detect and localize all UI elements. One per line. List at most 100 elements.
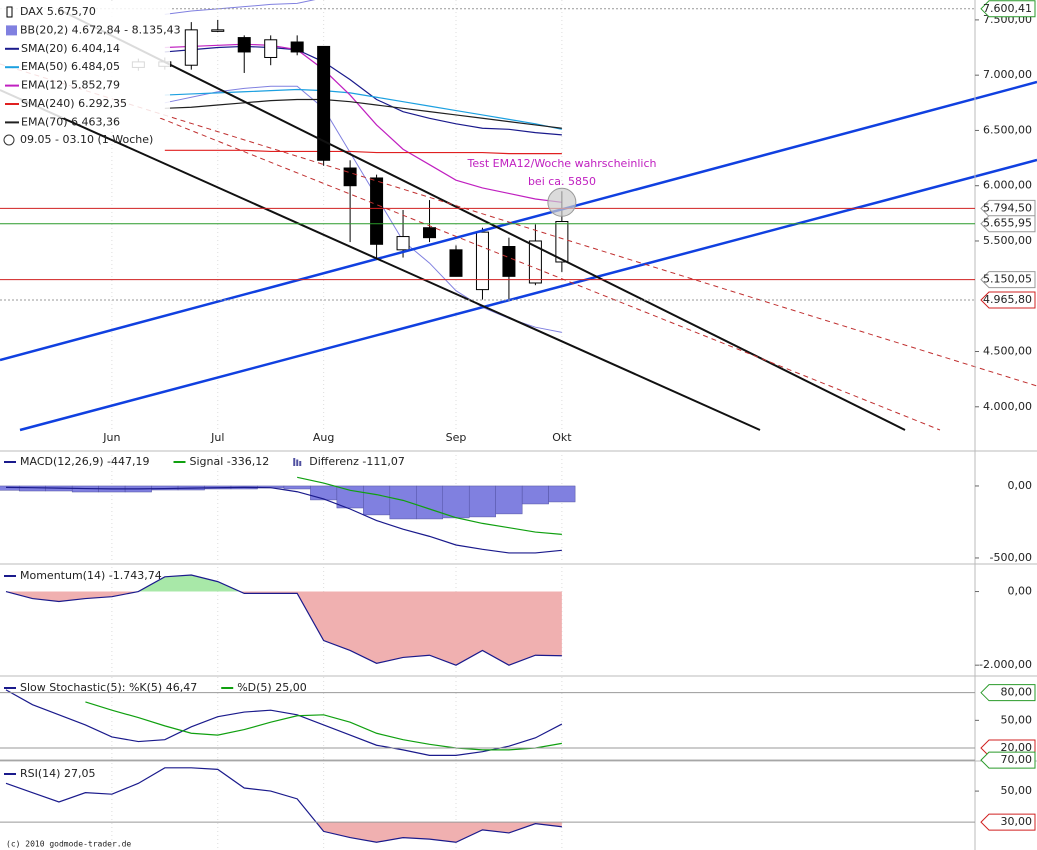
bar: [310, 485, 338, 501]
y-tick-label: 50,00: [1001, 784, 1033, 797]
level-label: 5.150,05: [983, 273, 1032, 286]
candle-body: [211, 29, 225, 32]
candle-body: [555, 221, 569, 263]
candle-body: [317, 45, 331, 161]
level-box: [980, 199, 1036, 217]
series-line: [5, 486, 562, 554]
series-line: [164, 149, 562, 155]
legend-bg: [0, 2, 170, 118]
bar: [442, 485, 470, 519]
panel: [0, 455, 576, 563]
level-box: [980, 271, 1036, 289]
y-tick-label: 7.000,00: [983, 68, 1032, 81]
legend-label: DAX 5.675,70: [20, 5, 96, 18]
x-tick-label: Aug: [313, 431, 334, 444]
y-tick-label: 6.000,00: [983, 179, 1032, 192]
candle-body: [475, 231, 489, 291]
level-box: [980, 291, 1036, 309]
y-tick-label: 0,00: [1008, 585, 1033, 598]
legend-icon: [6, 25, 17, 36]
candle-body: [423, 227, 437, 239]
bar: [468, 485, 496, 518]
y-tick-label: 4.000,00: [983, 400, 1032, 413]
legend-label: Momentum(14) -1.743,74: [20, 569, 162, 582]
area-fill: [6, 591, 562, 666]
y-tick-label: -500,00: [990, 551, 1032, 564]
y-tick-label: 0,00: [1008, 479, 1033, 492]
legend-label: %D(5) 25,00: [237, 681, 307, 694]
bar: [521, 485, 549, 505]
legend-label: EMA(50) 6.484,05: [21, 60, 120, 73]
x-tick-label: Okt: [552, 431, 572, 444]
candle-body: [184, 29, 198, 66]
panel: [5, 759, 563, 850]
clock-icon: [3, 134, 15, 146]
bar: [0, 485, 20, 491]
bar: [416, 485, 444, 520]
x-tick-label: Jul: [210, 431, 224, 444]
bar: [389, 485, 417, 520]
trendline: [19, 158, 1037, 432]
series-line: [164, 43, 562, 203]
bar: [18, 485, 46, 492]
annotation-target: [547, 187, 577, 217]
legend-icon: [296, 459, 299, 466]
trendline: [59, 9, 906, 431]
legend-icon: [6, 6, 13, 18]
y-tick-label: 4.500,00: [983, 345, 1032, 358]
legend-label: EMA(70) 6.463,36: [21, 115, 120, 128]
series-line: [164, 0, 316, 15]
series-line: [5, 689, 563, 756]
candle-body: [237, 37, 251, 53]
legend-label: Differenz -111,07: [309, 455, 405, 468]
level-box: [980, 813, 1036, 831]
candle-body: [528, 240, 542, 284]
candle-body: [343, 167, 357, 187]
panel: [111, 0, 569, 430]
legend-label: EMA(12) 5.852,79: [21, 79, 120, 92]
x-tick-label: Sep: [446, 431, 467, 444]
y-tick-label: 6.500,00: [983, 123, 1032, 136]
series-line: [5, 767, 562, 843]
bar: [363, 485, 391, 516]
series-line: [85, 701, 562, 751]
legend-label: SMA(240) 6.292,35: [21, 97, 127, 110]
level-box: [980, 215, 1036, 233]
series-line: [164, 98, 562, 129]
level-label: 70,00: [1001, 753, 1033, 766]
level-label: 80,00: [1001, 686, 1033, 699]
level-label: 30,00: [1001, 815, 1033, 828]
trendlines: [0, 9, 1037, 432]
x-tick-label: Jun: [102, 431, 120, 444]
series-line: [164, 45, 562, 136]
level-label: 4.965,80: [983, 293, 1032, 306]
bar: [336, 485, 364, 509]
candle-body: [502, 246, 516, 277]
area-fill: [6, 822, 562, 843]
legend-label: Signal -336,12: [190, 455, 270, 468]
series-line: [297, 476, 562, 535]
level-label: 20,00: [1001, 741, 1033, 754]
trendline: [0, 89, 761, 431]
annotation-text: bei ca. 5850: [528, 175, 596, 188]
legend-icon: [299, 461, 302, 466]
series-line: [164, 85, 562, 333]
panel: [5, 677, 563, 760]
level-box: [980, 684, 1036, 702]
candle-body: [396, 236, 410, 251]
candle-body: [370, 177, 384, 245]
series-line: [5, 574, 562, 666]
y-tick-label: 5.500,00: [983, 234, 1032, 247]
level-box: [980, 751, 1036, 769]
level-label: 7.600,41: [983, 2, 1032, 15]
legend-icon: [293, 458, 296, 466]
period-label: 09.05 - 03.10 (1 Woche): [20, 133, 153, 146]
legend-label: RSI(14) 27,05: [20, 767, 95, 780]
candle-body: [290, 41, 304, 53]
y-tick-label: -2.000,00: [979, 658, 1032, 671]
legend-label: BB(20,2) 4.672,84 - 8.135,43: [20, 23, 181, 36]
level-label: 5.794,50: [983, 201, 1032, 214]
bar: [283, 485, 311, 490]
